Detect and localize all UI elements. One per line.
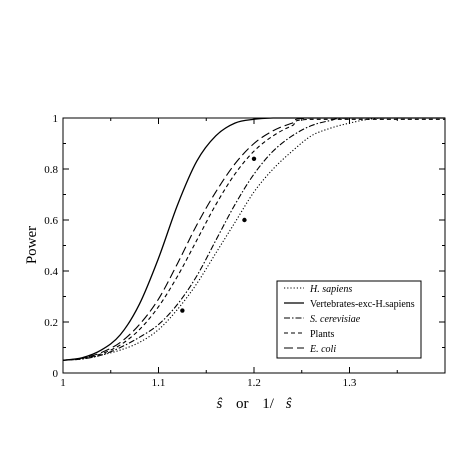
data-markers: [180, 156, 257, 313]
legend-label: Vertebrates-exc-H.sapiens: [310, 299, 415, 310]
legend-label: E. coli: [309, 344, 336, 355]
data-marker: [251, 156, 257, 161]
y-axis-title: Power: [24, 226, 40, 264]
y-tick-label: 1: [53, 113, 59, 125]
series-line: [62, 117, 445, 361]
series-line: [62, 117, 445, 361]
x-tick-label: 1.2: [247, 377, 261, 389]
series-lines: [62, 117, 445, 361]
data-marker: [180, 308, 185, 313]
x-tick-label: 1: [60, 377, 66, 389]
series-line: [62, 117, 445, 361]
legend-box: [276, 280, 422, 359]
y-tick-label: 0.8: [44, 164, 58, 176]
x-axis-title-part: ŝ: [216, 396, 222, 412]
legend-label: S. cerevisiae: [310, 314, 361, 325]
y-axis-ticks: 0 0.2 0.4 0.6 0.8 1: [44, 113, 445, 380]
legend-label: Plants: [310, 329, 335, 340]
y-tick-label: 0: [53, 368, 59, 380]
legend-label: H. sapiens: [309, 284, 352, 295]
x-axis-ticks: 1 1.1 1.2 1.3: [60, 118, 398, 389]
y-tick-label: 0.2: [44, 317, 58, 329]
x-tick-label: 1.1: [152, 377, 166, 389]
x-tick-label: 1.3: [343, 377, 357, 389]
series-line: [62, 117, 445, 361]
y-tick-label: 0.6: [44, 215, 58, 227]
x-axis-title-part: or: [236, 396, 249, 412]
legend: H. sapiens Vertebrates-exc-H.sapiens S. ce…: [276, 280, 422, 359]
x-axis-title: ŝ or 1/ ŝ: [216, 396, 291, 412]
y-tick-label: 0.4: [44, 266, 58, 278]
x-axis-title-part: ŝ: [286, 396, 292, 412]
data-marker: [242, 217, 247, 223]
x-axis-title-part: 1/: [262, 396, 275, 412]
series-line: [62, 118, 445, 361]
